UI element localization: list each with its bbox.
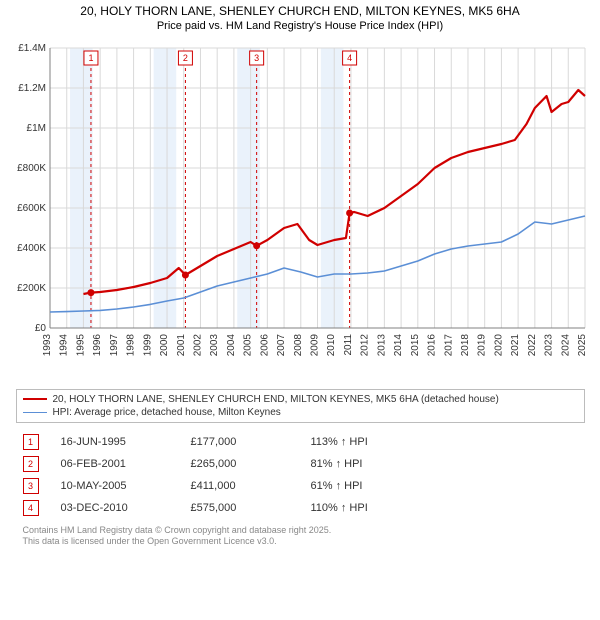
svg-text:2017: 2017 xyxy=(443,333,454,356)
event-price: £411,000 xyxy=(191,480,311,492)
svg-text:2: 2 xyxy=(183,53,188,63)
svg-text:2020: 2020 xyxy=(493,333,504,356)
event-price: £575,000 xyxy=(191,502,311,514)
svg-text:1997: 1997 xyxy=(109,333,120,356)
event-row: 4 03-DEC-2010£575,000110% ↑ HPI xyxy=(23,497,578,519)
svg-text:2015: 2015 xyxy=(410,333,421,356)
svg-text:2022: 2022 xyxy=(527,333,538,356)
svg-text:2005: 2005 xyxy=(243,333,254,356)
svg-text:2004: 2004 xyxy=(226,333,237,356)
event-price: £177,000 xyxy=(191,436,311,448)
svg-text:£400K: £400K xyxy=(17,243,46,254)
legend-label: HPI: Average price, detached house, Milt… xyxy=(53,407,281,418)
event-price: £265,000 xyxy=(191,458,311,470)
line-chart: £0 £200K £400K £600K £800K £1M £1.2M £1.4M 1993 1… xyxy=(10,38,590,378)
svg-text:2006: 2006 xyxy=(259,333,270,356)
event-row: 2 06-FEB-2001£265,00081% ↑ HPI xyxy=(23,453,578,475)
legend-swatch xyxy=(23,398,47,400)
svg-text:£0: £0 xyxy=(35,323,47,334)
svg-text:1998: 1998 xyxy=(126,333,137,356)
svg-text:1: 1 xyxy=(88,53,93,63)
event-hpi: 110% ↑ HPI xyxy=(311,502,431,514)
svg-text:2024: 2024 xyxy=(560,333,571,356)
chart-area: £0 £200K £400K £600K £800K £1M £1.2M £1.4M 1993 1… xyxy=(10,38,590,383)
events-table: 1 16-JUN-1995£177,000113% ↑ HPI 2 06-FEB-20… xyxy=(23,431,578,519)
legend-item: HPI: Average price, detached house, Milt… xyxy=(23,406,578,419)
svg-text:2008: 2008 xyxy=(293,333,304,356)
event-date: 10-MAY-2005 xyxy=(61,480,191,492)
legend-swatch xyxy=(23,412,47,413)
event-hpi: 61% ↑ HPI xyxy=(311,480,431,492)
svg-text:2014: 2014 xyxy=(393,333,404,356)
svg-text:2025: 2025 xyxy=(577,333,588,356)
svg-text:£1.2M: £1.2M xyxy=(18,83,46,94)
svg-text:£200K: £200K xyxy=(17,283,46,294)
svg-text:2000: 2000 xyxy=(159,333,170,356)
svg-text:2019: 2019 xyxy=(477,333,488,356)
svg-text:1993: 1993 xyxy=(42,333,53,356)
event-marker: 3 xyxy=(23,478,39,494)
svg-text:£800K: £800K xyxy=(17,163,46,174)
svg-text:£1M: £1M xyxy=(27,123,46,134)
legend-label: 20, HOLY THORN LANE, SHENLEY CHURCH END,… xyxy=(53,394,499,405)
svg-text:2021: 2021 xyxy=(510,333,521,356)
event-row: 3 10-MAY-2005£411,00061% ↑ HPI xyxy=(23,475,578,497)
chart-subtitle: Price paid vs. HM Land Registry's House … xyxy=(0,20,600,38)
footer-line-2: This data is licensed under the Open Gov… xyxy=(23,536,578,548)
svg-text:2007: 2007 xyxy=(276,333,287,356)
event-hpi: 113% ↑ HPI xyxy=(311,436,431,448)
svg-text:1996: 1996 xyxy=(92,333,103,356)
event-marker: 1 xyxy=(23,434,39,450)
svg-text:£1.4M: £1.4M xyxy=(18,43,46,54)
legend-item: 20, HOLY THORN LANE, SHENLEY CHURCH END,… xyxy=(23,393,578,406)
svg-text:2023: 2023 xyxy=(544,333,555,356)
svg-text:2009: 2009 xyxy=(310,333,321,356)
chart-title: 20, HOLY THORN LANE, SHENLEY CHURCH END,… xyxy=(0,0,600,20)
svg-text:2001: 2001 xyxy=(176,333,187,356)
svg-text:1994: 1994 xyxy=(59,333,70,356)
event-date: 06-FEB-2001 xyxy=(61,458,191,470)
event-date: 16-JUN-1995 xyxy=(61,436,191,448)
event-marker: 4 xyxy=(23,500,39,516)
event-row: 1 16-JUN-1995£177,000113% ↑ HPI xyxy=(23,431,578,453)
svg-text:1995: 1995 xyxy=(75,333,86,356)
svg-text:2010: 2010 xyxy=(326,333,337,356)
svg-text:3: 3 xyxy=(254,53,259,63)
svg-text:2003: 2003 xyxy=(209,333,220,356)
event-hpi: 81% ↑ HPI xyxy=(311,458,431,470)
legend: 20, HOLY THORN LANE, SHENLEY CHURCH END,… xyxy=(16,389,585,423)
svg-text:2002: 2002 xyxy=(192,333,203,356)
event-date: 03-DEC-2010 xyxy=(61,502,191,514)
svg-text:2013: 2013 xyxy=(376,333,387,356)
svg-text:2018: 2018 xyxy=(460,333,471,356)
svg-text:2011: 2011 xyxy=(343,333,354,355)
svg-text:4: 4 xyxy=(347,53,352,63)
footer-line-1: Contains HM Land Registry data © Crown c… xyxy=(23,525,578,537)
svg-text:2016: 2016 xyxy=(427,333,438,356)
svg-text:£600K: £600K xyxy=(17,203,46,214)
svg-text:2012: 2012 xyxy=(360,333,371,356)
footer-attribution: Contains HM Land Registry data © Crown c… xyxy=(23,525,578,554)
svg-text:1999: 1999 xyxy=(142,333,153,356)
event-marker: 2 xyxy=(23,456,39,472)
